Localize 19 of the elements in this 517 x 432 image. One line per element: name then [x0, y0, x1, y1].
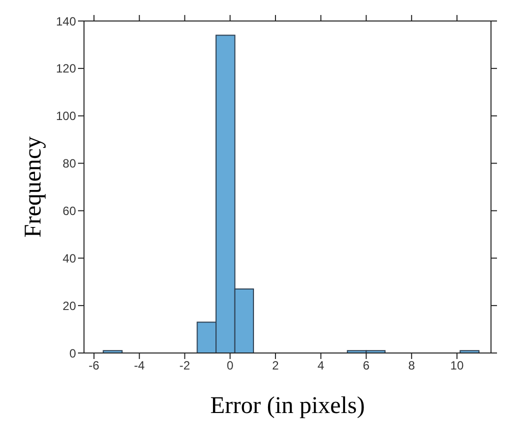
x-tick-label: 8 — [408, 358, 416, 373]
x-tick-label: 10 — [450, 358, 464, 373]
y-tick-label: 80 — [62, 156, 76, 171]
y-tick-label: 0 — [69, 346, 76, 360]
y-tick-label: 100 — [56, 109, 76, 124]
y-tick-label: 20 — [62, 298, 76, 313]
x-tick-label: 4 — [318, 358, 325, 373]
y-tick-label: 60 — [62, 204, 76, 218]
x-tick-label: 6 — [362, 358, 370, 373]
x-tick-label: -6 — [88, 358, 100, 373]
x-tick-label: 0 — [226, 358, 234, 373]
y-tick-label: 40 — [62, 251, 76, 266]
x-axis-title: Error (in pixels) — [210, 393, 365, 419]
y-axis-title: Frequency — [20, 136, 47, 238]
y-tick-label: 140 — [56, 14, 76, 28]
x-tick-label: 2 — [272, 358, 280, 373]
x-tick-label: -2 — [179, 358, 190, 373]
y-tick-label: 120 — [56, 62, 76, 76]
x-tick-label: -4 — [134, 358, 146, 373]
